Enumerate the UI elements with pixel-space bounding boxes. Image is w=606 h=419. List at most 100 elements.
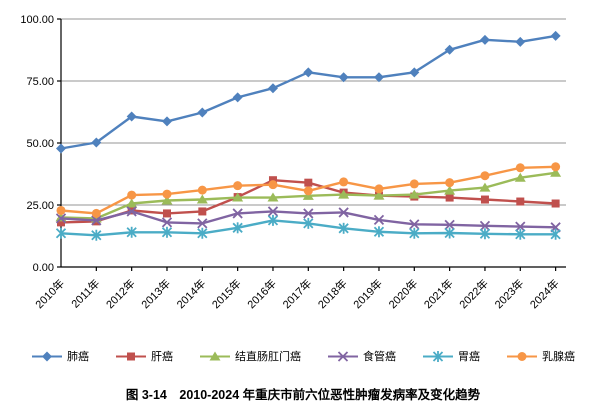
chart-legend: 肺癌 肝癌 结直肠肛门癌 食管癌 胃癌 乳腺癌: [0, 348, 606, 364]
series-marker-esophageal-cancer: [197, 218, 208, 229]
legend-item-lung-cancer: 肺癌: [31, 348, 89, 364]
series-marker-lung-cancer: [161, 116, 172, 127]
series-marker-liver-cancer: [516, 197, 525, 206]
series-marker-lung-cancer: [373, 72, 384, 83]
series-marker-breast-cancer: [197, 185, 207, 195]
series-marker-breast-cancer: [339, 177, 349, 187]
series-marker-breast-cancer: [409, 179, 419, 189]
y-axis-tick-label: 100.00: [20, 14, 54, 26]
x-axis-tick-label: 2017年: [279, 276, 314, 311]
legend-swatch-liver-cancer: [116, 352, 146, 360]
legend-item-stomach-cancer: 胃癌: [422, 348, 480, 364]
legend-label-esophageal-cancer: 食管癌: [363, 351, 396, 363]
series-marker-lung-cancer: [232, 92, 243, 103]
series-marker-lung-cancer: [444, 44, 455, 55]
x-axis-tick-label: 2012年: [103, 276, 138, 311]
series-marker-colorectal-anal-cancer: [126, 198, 138, 208]
series-marker-breast-cancer: [445, 178, 455, 188]
series-marker-colorectal-anal-cancer: [338, 189, 350, 199]
legend-label-stomach-cancer: 胃癌: [458, 351, 480, 363]
x-axis-tick-label: 2016年: [244, 276, 279, 311]
legend-marker-liver-cancer: [127, 352, 135, 360]
series-marker-esophageal-cancer: [444, 219, 455, 230]
series-marker-esophageal-cancer: [515, 221, 526, 232]
series-marker-colorectal-anal-cancer: [550, 167, 562, 177]
series-marker-lung-cancer: [409, 67, 420, 78]
legend-label-lung-cancer: 肺癌: [67, 351, 89, 363]
series-marker-breast-cancer: [127, 190, 137, 200]
series-line-lung-cancer: [60, 34, 556, 150]
series-marker-liver-cancer: [551, 199, 560, 208]
series-marker-colorectal-anal-cancer: [161, 195, 173, 205]
y-axis-tick-label: 25.00: [26, 200, 54, 212]
series-marker-lung-cancer: [56, 143, 66, 154]
series-marker-breast-cancer: [91, 208, 101, 218]
legend-marker-lung-cancer: [42, 351, 52, 361]
series-marker-esophageal-cancer: [161, 217, 173, 228]
series-marker-breast-cancer: [374, 184, 384, 194]
legend-swatch-breast-cancer: [507, 351, 537, 361]
series-marker-esophageal-cancer: [373, 214, 385, 226]
series-marker-lung-cancer: [515, 36, 526, 47]
legend-swatch-lung-cancer: [32, 351, 62, 361]
series-marker-colorectal-anal-cancer: [444, 185, 456, 195]
series-marker-colorectal-anal-cancer: [267, 192, 279, 202]
x-axis-tick-label: 2015年: [209, 276, 244, 311]
x-axis-tick-label: 2010年: [32, 276, 67, 311]
legend-label-colorectal-anal-cancer: 结直肠肛门癌: [235, 351, 301, 363]
series-marker-esophageal-cancer: [232, 208, 243, 219]
series-marker-colorectal-anal-cancer: [373, 190, 385, 200]
series-marker-colorectal-anal-cancer: [408, 189, 420, 199]
legend-swatch-colorectal-anal-cancer: [200, 351, 230, 360]
series-marker-breast-cancer: [56, 205, 66, 215]
legend-swatch-esophageal-cancer: [328, 350, 358, 362]
series-marker-lung-cancer: [479, 34, 490, 45]
legend-item-esophageal-cancer: 食管癌: [327, 348, 396, 364]
series-marker-liver-cancer: [198, 207, 207, 216]
x-axis-tick-label: 2022年: [456, 276, 491, 311]
legend-marker-esophageal-cancer: [337, 350, 349, 362]
series-marker-esophageal-cancer: [338, 207, 349, 218]
y-axis-tick-label: 50.00: [26, 138, 54, 150]
x-axis-tick-label: 2023年: [491, 276, 526, 311]
series-marker-lung-cancer: [550, 30, 561, 41]
y-axis-tick-label: 75.00: [26, 76, 54, 88]
series-marker-lung-cancer: [338, 72, 349, 83]
series-marker-lung-cancer: [303, 67, 314, 78]
series-marker-colorectal-anal-cancer: [196, 194, 208, 204]
series-marker-breast-cancer: [515, 163, 525, 173]
series-marker-breast-cancer: [551, 162, 561, 172]
x-axis-tick-label: 2011年: [68, 276, 102, 310]
legend-label-liver-cancer: 肝癌: [151, 351, 173, 363]
series-marker-liver-cancer: [445, 193, 454, 202]
series-marker-breast-cancer: [480, 171, 490, 181]
series-marker-colorectal-anal-cancer: [479, 182, 491, 192]
line-chart: 0.00 25.00 50.00 75.00 100.00 2010年 2011年 2012年…: [20, 14, 566, 311]
x-axis-tick-label: 2013年: [138, 276, 173, 311]
series-marker-esophageal-cancer: [91, 215, 102, 226]
legend-marker-colorectal-anal-cancer: [209, 351, 221, 360]
series-marker-colorectal-anal-cancer: [514, 172, 526, 182]
series-marker-lung-cancer: [91, 137, 102, 148]
legend-swatch-stomach-cancer: [423, 350, 453, 362]
series-marker-liver-cancer: [480, 195, 489, 204]
series-marker-breast-cancer: [268, 180, 278, 190]
series-marker-breast-cancer: [303, 186, 313, 196]
series-marker-esophageal-cancer: [303, 208, 314, 219]
x-axis-tick-label: 2018年: [315, 276, 350, 311]
series-marker-esophageal-cancer: [479, 220, 491, 231]
figure-caption: 图 3-14 2010-2024 年重庆市前六位恶性肿瘤发病率及变化趋势: [125, 388, 481, 402]
series-marker-liver-cancer: [57, 218, 65, 227]
legend-item-breast-cancer: 乳腺癌: [506, 348, 575, 364]
legend-label-breast-cancer: 乳腺癌: [542, 351, 575, 363]
series-marker-esophageal-cancer: [126, 206, 137, 217]
legend-marker-breast-cancer: [517, 351, 527, 361]
series-marker-breast-cancer: [162, 189, 172, 199]
legend-item-colorectal-anal-cancer: 结直肠肛门癌: [199, 348, 301, 364]
series-marker-lung-cancer: [126, 111, 137, 122]
series-marker-esophageal-cancer: [55, 213, 67, 224]
series-marker-lung-cancer: [267, 83, 278, 94]
x-axis-tick-label: 2014年: [173, 276, 208, 311]
x-axis-tick-label: 2021年: [421, 276, 456, 311]
